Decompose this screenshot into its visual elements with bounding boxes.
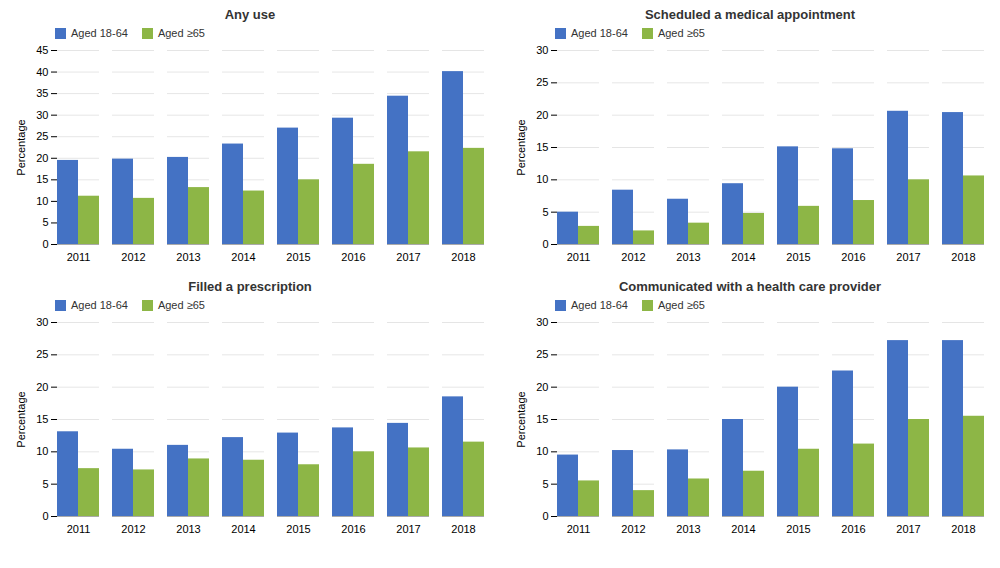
svg-text:5: 5 bbox=[542, 206, 548, 218]
svg-text:2012: 2012 bbox=[121, 523, 145, 535]
svg-text:35: 35 bbox=[36, 87, 48, 99]
svg-text:2014: 2014 bbox=[231, 251, 255, 263]
html-text:Communicated with a health car: Communicated with a health care provider bbox=[618, 279, 882, 294]
svg-text:2013: 2013 bbox=[676, 251, 700, 263]
svg-text:15: 15 bbox=[36, 173, 48, 185]
svg-text:10: 10 bbox=[536, 173, 548, 185]
svg-text:2014: 2014 bbox=[231, 523, 255, 535]
svg-text:2011: 2011 bbox=[67, 251, 91, 263]
svg-text:2011: 2011 bbox=[67, 523, 91, 535]
svg-text:20: 20 bbox=[36, 152, 48, 164]
svg-text:2018: 2018 bbox=[951, 523, 975, 535]
svg-text:5: 5 bbox=[42, 216, 48, 228]
svg-text:20: 20 bbox=[536, 381, 548, 393]
svg-text:2015: 2015 bbox=[786, 251, 810, 263]
svg-text:2012: 2012 bbox=[621, 251, 645, 263]
html-text:Aged 18-64: Aged 18-64 bbox=[71, 298, 128, 311]
svg-text:15: 15 bbox=[536, 141, 548, 153]
svg-text:2017: 2017 bbox=[396, 251, 420, 263]
html-text:Aged ≥65: Aged ≥65 bbox=[657, 26, 705, 39]
svg-text:0: 0 bbox=[42, 238, 48, 250]
html-text:Filled a prescription: Filled a prescription bbox=[188, 279, 312, 294]
svg-text:2018: 2018 bbox=[451, 523, 475, 535]
svg-text:30: 30 bbox=[536, 316, 548, 328]
svg-text:0: 0 bbox=[42, 510, 48, 522]
svg-text:Percentage: Percentage bbox=[15, 119, 27, 175]
svg-text:10: 10 bbox=[36, 445, 48, 457]
svg-text:25: 25 bbox=[536, 76, 548, 88]
svg-text:2012: 2012 bbox=[621, 523, 645, 535]
svg-text:2017: 2017 bbox=[896, 523, 920, 535]
svg-text:2016: 2016 bbox=[841, 251, 865, 263]
svg-text:30: 30 bbox=[36, 109, 48, 121]
svg-text:Percentage: Percentage bbox=[15, 391, 27, 447]
html-text:Scheduled a medical appointmen: Scheduled a medical appointment bbox=[644, 7, 856, 22]
svg-text:5: 5 bbox=[42, 478, 48, 490]
svg-text:45: 45 bbox=[36, 44, 48, 56]
html-text:Any use: Any use bbox=[224, 7, 276, 22]
svg-text:2016: 2016 bbox=[341, 523, 365, 535]
html-text:Aged 18-64: Aged 18-64 bbox=[571, 26, 628, 39]
svg-text:2015: 2015 bbox=[286, 523, 310, 535]
svg-text:2017: 2017 bbox=[896, 251, 920, 263]
svg-text:2018: 2018 bbox=[451, 251, 475, 263]
svg-text:2018: 2018 bbox=[951, 251, 975, 263]
svg-text:Percentage: Percentage bbox=[515, 119, 527, 175]
svg-text:25: 25 bbox=[36, 348, 48, 360]
html-text:Aged ≥65: Aged ≥65 bbox=[157, 26, 205, 39]
svg-text:10: 10 bbox=[36, 195, 48, 207]
svg-text:2013: 2013 bbox=[676, 523, 700, 535]
html-text:Aged ≥65: Aged ≥65 bbox=[157, 298, 205, 311]
svg-text:30: 30 bbox=[36, 316, 48, 328]
svg-text:2011: 2011 bbox=[567, 251, 591, 263]
svg-text:20: 20 bbox=[36, 381, 48, 393]
html-text:Aged 18-64: Aged 18-64 bbox=[71, 26, 128, 39]
svg-text:25: 25 bbox=[36, 130, 48, 142]
svg-text:2014: 2014 bbox=[731, 251, 755, 263]
svg-text:15: 15 bbox=[36, 413, 48, 425]
svg-text:15: 15 bbox=[536, 413, 548, 425]
svg-text:40: 40 bbox=[36, 66, 48, 78]
html-text:Aged ≥65: Aged ≥65 bbox=[657, 298, 705, 311]
svg-text:5: 5 bbox=[542, 478, 548, 490]
html-text:Aged 18-64: Aged 18-64 bbox=[571, 298, 628, 311]
svg-text:2012: 2012 bbox=[121, 251, 145, 263]
svg-text:30: 30 bbox=[536, 44, 548, 56]
svg-text:2015: 2015 bbox=[786, 523, 810, 535]
svg-text:2017: 2017 bbox=[396, 523, 420, 535]
svg-text:10: 10 bbox=[536, 445, 548, 457]
svg-text:2016: 2016 bbox=[341, 251, 365, 263]
svg-text:2015: 2015 bbox=[286, 251, 310, 263]
svg-text:2011: 2011 bbox=[567, 523, 591, 535]
svg-text:2013: 2013 bbox=[176, 523, 200, 535]
svg-text:Percentage: Percentage bbox=[515, 391, 527, 447]
svg-text:20: 20 bbox=[536, 109, 548, 121]
svg-text:2016: 2016 bbox=[841, 523, 865, 535]
svg-text:2013: 2013 bbox=[176, 251, 200, 263]
svg-text:2014: 2014 bbox=[731, 523, 755, 535]
svg-text:25: 25 bbox=[536, 348, 548, 360]
svg-text:0: 0 bbox=[542, 510, 548, 522]
svg-text:0: 0 bbox=[542, 238, 548, 250]
